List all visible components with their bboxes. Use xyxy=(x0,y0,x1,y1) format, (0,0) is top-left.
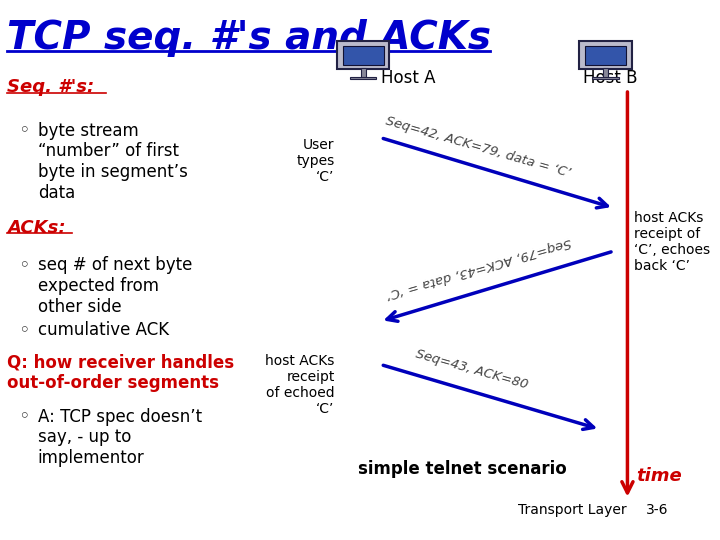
Text: seq # of next byte
expected from
other side: seq # of next byte expected from other s… xyxy=(37,256,192,316)
Text: ◦: ◦ xyxy=(19,122,30,140)
FancyBboxPatch shape xyxy=(361,69,366,78)
Text: A: TCP spec doesn’t
say, - up to
implementor: A: TCP spec doesn’t say, - up to impleme… xyxy=(37,408,202,467)
FancyBboxPatch shape xyxy=(593,77,618,79)
FancyBboxPatch shape xyxy=(580,40,631,69)
Text: TCP seq. #'s and ACKs: TCP seq. #'s and ACKs xyxy=(7,19,491,57)
FancyBboxPatch shape xyxy=(338,40,390,69)
FancyBboxPatch shape xyxy=(343,46,384,65)
Text: Seq. #'s:: Seq. #'s: xyxy=(7,78,94,96)
FancyBboxPatch shape xyxy=(603,69,608,78)
Text: ◦: ◦ xyxy=(19,321,30,340)
Text: cumulative ACK: cumulative ACK xyxy=(37,321,168,339)
Text: Transport Layer: Transport Layer xyxy=(518,503,626,517)
Text: simple telnet scenario: simple telnet scenario xyxy=(359,460,567,478)
Text: byte stream
“number” of first
byte in segment’s
data: byte stream “number” of first byte in se… xyxy=(37,122,188,202)
Text: host ACKs
receipt of
‘C’, echoes
back ‘C’: host ACKs receipt of ‘C’, echoes back ‘C… xyxy=(634,211,711,273)
Text: 3-6: 3-6 xyxy=(646,503,668,517)
Text: ◦: ◦ xyxy=(19,408,30,427)
FancyBboxPatch shape xyxy=(351,77,377,79)
Text: Host B: Host B xyxy=(583,69,637,87)
Text: ACKs:: ACKs: xyxy=(7,219,66,237)
Text: Seq=42, ACK=79, data = ‘C’: Seq=42, ACK=79, data = ‘C’ xyxy=(384,115,572,180)
Text: Q: how receiver handles
out-of-order segments: Q: how receiver handles out-of-order seg… xyxy=(7,354,234,393)
Text: time: time xyxy=(636,467,682,485)
FancyBboxPatch shape xyxy=(585,46,626,65)
Text: Host A: Host A xyxy=(381,69,435,87)
Text: User
types
‘C’: User types ‘C’ xyxy=(297,138,335,184)
Text: ◦: ◦ xyxy=(19,256,30,275)
Text: Seq=79, ACK=43, data = ‘C’: Seq=79, ACK=43, data = ‘C’ xyxy=(384,235,572,301)
Text: host ACKs
receipt
of echoed
‘C’: host ACKs receipt of echoed ‘C’ xyxy=(265,354,335,416)
Text: Seq=43, ACK=80: Seq=43, ACK=80 xyxy=(414,347,529,391)
